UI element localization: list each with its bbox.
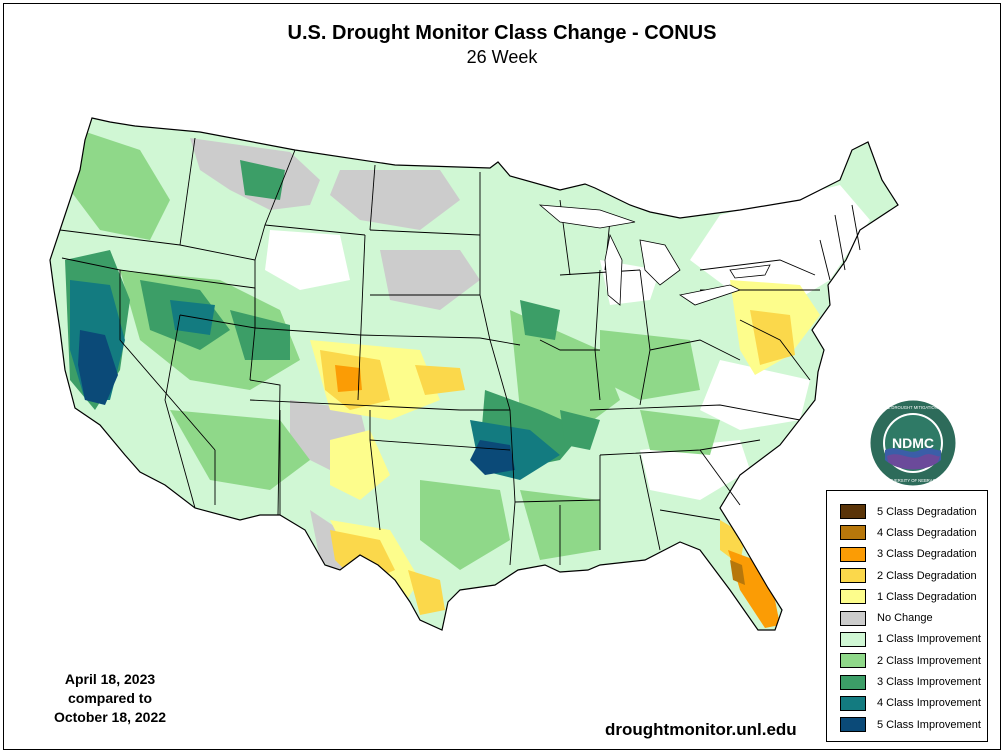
improvement-3-area: [520, 300, 560, 340]
legend-item: 4 Class Degradation: [827, 522, 987, 543]
date-range: April 18, 2023 compared to October 18, 2…: [30, 670, 190, 727]
improvement-2-area: [640, 410, 720, 455]
great-lakes: [538, 204, 771, 306]
svg-text:UNIVERSITY OF NEBRASKA: UNIVERSITY OF NEBRASKA: [885, 478, 941, 483]
legend-label: 3 Class Improvement: [877, 676, 981, 689]
degradation-4-area: [730, 560, 745, 585]
legend-swatch: [840, 717, 866, 733]
improvement-5-area: [78, 330, 118, 405]
legend-swatch: [840, 568, 866, 584]
map-subtitle: 26 Week: [466, 47, 538, 67]
legend-label: 4 Class Degradation: [877, 526, 977, 539]
legend-label: 3 Class Degradation: [877, 548, 977, 561]
date-compare-label: compared to: [67, 690, 152, 706]
legend-item: No Change: [827, 607, 987, 628]
legend-swatch: [840, 674, 866, 690]
improvement-3-area: [230, 310, 290, 360]
improvement-2-area: [600, 330, 700, 400]
legend-item: 1 Class Degradation: [827, 586, 987, 607]
legend-label: 2 Class Improvement: [877, 654, 981, 667]
date-previous: October 18, 2022: [53, 709, 167, 725]
legend-swatch: [840, 589, 866, 605]
legend-swatch: [840, 546, 866, 562]
svg-text:NDMC: NDMC: [892, 435, 934, 451]
improvement-3-area: [240, 160, 285, 200]
map-title: U.S. Drought Monitor Class Change - CONU…: [287, 22, 717, 44]
improvement-2-area: [70, 130, 170, 240]
no-change-area: [690, 185, 870, 310]
legend-item: 5 Class Improvement: [827, 714, 987, 735]
legend-item: 3 Class Improvement: [827, 671, 987, 692]
conus-outline: [49, 117, 899, 631]
legend-swatch: [840, 525, 866, 541]
legend-item: 4 Class Improvement: [827, 693, 987, 714]
legend-label: 1 Class Degradation: [877, 590, 977, 603]
improvement-2-area: [420, 480, 510, 570]
legend: 5 Class Degradation 4 Class Degradation 3 …: [826, 490, 988, 742]
improvement-2-area: [510, 310, 620, 430]
legend-swatch: [840, 610, 866, 626]
no-change-area: [330, 170, 460, 230]
website-link[interactable]: droughtmonitor.unl.edu: [605, 720, 797, 739]
legend-label: 5 Class Degradation: [877, 505, 977, 518]
degradation-3-area: [335, 365, 362, 392]
svg-text:NATIONAL DROUGHT MITIGATION CE: NATIONAL DROUGHT MITIGATION CENTER: [870, 405, 956, 410]
legend-swatch: [840, 695, 866, 711]
improvement-5-area: [470, 440, 515, 475]
improvement-2-area: [170, 410, 310, 490]
legend-item: 3 Class Degradation: [827, 544, 987, 565]
no-change-area: [700, 360, 810, 430]
legend-label: 2 Class Degradation: [877, 569, 977, 582]
date-current: April 18, 2023: [64, 671, 156, 687]
legend-label: 5 Class Improvement: [877, 718, 981, 731]
legend-label: 4 Class Improvement: [877, 697, 981, 710]
ndmc-logo: NDMC NATIONAL DROUGHT MITIGATION CENTER …: [869, 399, 957, 487]
degradation-2-area: [750, 310, 795, 365]
degradation-2-area: [415, 365, 465, 395]
legend-swatch: [840, 504, 866, 520]
legend-swatch: [840, 653, 866, 669]
legend-item: 2 Class Degradation: [827, 565, 987, 586]
conus-map: [49, 117, 899, 631]
degradation-2-area: [408, 570, 445, 615]
figure-frame: [3, 3, 1001, 750]
improvement-3-area: [560, 410, 600, 450]
no-change-area: [640, 440, 750, 500]
no-change-area: [265, 230, 350, 290]
legend-label: 1 Class Improvement: [877, 633, 981, 646]
land-base: [50, 118, 898, 630]
legend-item: 2 Class Improvement: [827, 650, 987, 671]
legend-item: 5 Class Degradation: [827, 501, 987, 522]
legend-swatch: [840, 631, 866, 647]
legend-item: 1 Class Improvement: [827, 629, 987, 650]
legend-label: No Change: [877, 612, 933, 625]
